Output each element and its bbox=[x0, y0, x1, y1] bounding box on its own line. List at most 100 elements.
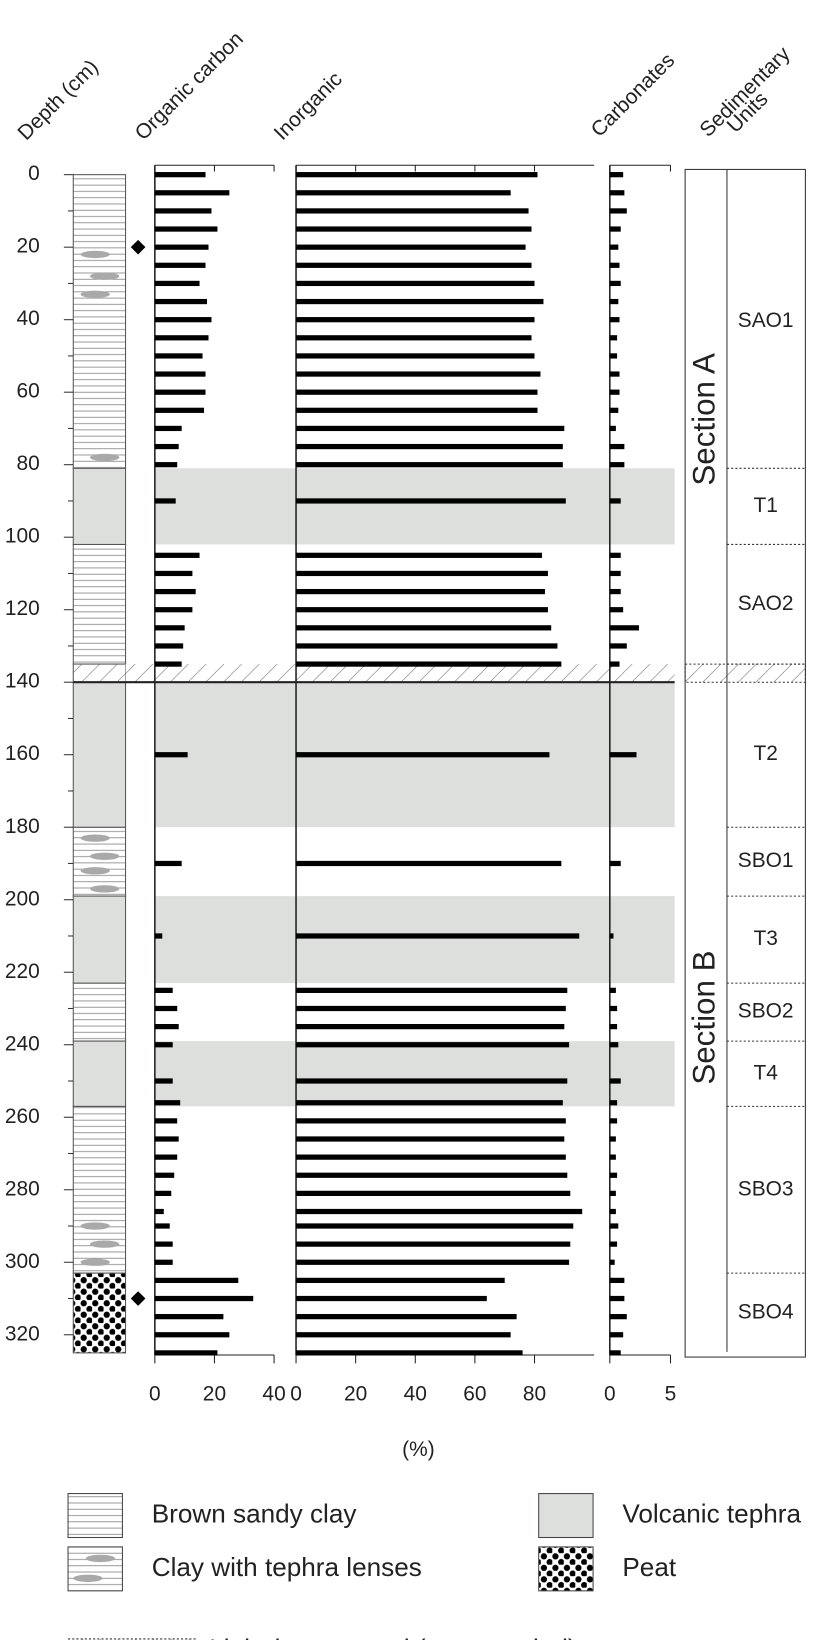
bar bbox=[609, 172, 624, 178]
bar bbox=[296, 1314, 517, 1320]
x-tick-label: 5 bbox=[665, 1382, 677, 1405]
bar bbox=[296, 588, 545, 595]
bar bbox=[609, 661, 620, 667]
bar bbox=[154, 1118, 178, 1124]
x-tick-label: 80 bbox=[523, 1382, 546, 1405]
bar bbox=[154, 1223, 170, 1229]
bar bbox=[296, 1241, 571, 1247]
bar bbox=[296, 462, 563, 468]
bar bbox=[609, 244, 619, 250]
bar bbox=[296, 1100, 563, 1106]
bar bbox=[154, 172, 206, 178]
unit-label: SBO4 bbox=[738, 1301, 794, 1324]
bar bbox=[154, 752, 188, 758]
bar bbox=[296, 353, 535, 359]
bar bbox=[609, 190, 625, 196]
bar bbox=[609, 462, 625, 468]
unit-label: SBO3 bbox=[738, 1177, 794, 1200]
bar bbox=[296, 371, 541, 377]
y-tick-label: 60 bbox=[17, 380, 40, 403]
bar bbox=[296, 625, 552, 631]
bar bbox=[609, 1078, 621, 1084]
bar bbox=[296, 933, 580, 939]
bar bbox=[609, 389, 620, 395]
bar bbox=[296, 172, 538, 178]
x-tick-label: 40 bbox=[404, 1382, 427, 1405]
bar bbox=[609, 588, 621, 595]
bar bbox=[609, 987, 616, 993]
bar bbox=[296, 1350, 523, 1356]
bar bbox=[296, 298, 544, 305]
bar bbox=[609, 1350, 621, 1356]
legend-swatch bbox=[538, 1493, 594, 1539]
bar bbox=[296, 1172, 568, 1178]
bar bbox=[296, 244, 526, 250]
bar bbox=[609, 1259, 615, 1265]
y-tick-label: 0 bbox=[28, 162, 40, 185]
log-interval bbox=[72, 543, 127, 665]
bar bbox=[154, 1259, 173, 1265]
x-tick-label: 40 bbox=[262, 1382, 285, 1405]
bar bbox=[154, 643, 184, 649]
bar bbox=[154, 1190, 172, 1196]
unit-label: T3 bbox=[753, 927, 777, 950]
bar bbox=[296, 1154, 566, 1160]
bar bbox=[154, 498, 176, 504]
x-tick-label: 60 bbox=[463, 1382, 486, 1405]
bar bbox=[154, 661, 182, 667]
tephra-lens bbox=[80, 1258, 110, 1266]
bar bbox=[296, 1208, 583, 1215]
log-interval bbox=[72, 681, 127, 828]
bar bbox=[154, 1350, 218, 1356]
bar bbox=[296, 425, 565, 432]
bar bbox=[609, 1154, 616, 1160]
bar bbox=[609, 1208, 616, 1215]
bar bbox=[296, 1295, 487, 1302]
legend-label: Clay with tephra lenses bbox=[152, 1552, 422, 1582]
bar bbox=[609, 1295, 625, 1302]
bar bbox=[296, 262, 532, 268]
bar bbox=[609, 1172, 618, 1178]
bar bbox=[296, 208, 529, 214]
x-tick-label: 0 bbox=[149, 1382, 161, 1405]
bar bbox=[296, 661, 562, 667]
legend-label: Brown sandy clay bbox=[152, 1498, 358, 1528]
tephra-lens bbox=[89, 272, 120, 280]
bar bbox=[154, 1024, 179, 1030]
bar bbox=[296, 280, 535, 287]
bar bbox=[609, 1024, 618, 1030]
y-tick-label: 160 bbox=[5, 742, 40, 765]
bar bbox=[154, 1314, 224, 1320]
bar bbox=[609, 208, 627, 214]
bar bbox=[609, 1277, 625, 1284]
bar bbox=[154, 425, 182, 432]
tephra-lens bbox=[80, 250, 110, 259]
bar bbox=[154, 208, 212, 214]
bar bbox=[154, 371, 206, 377]
legend-swatch bbox=[67, 1546, 123, 1592]
bar bbox=[609, 625, 639, 631]
bar bbox=[609, 1332, 624, 1338]
bar bbox=[609, 1100, 618, 1106]
panel-title: Carbonates bbox=[587, 49, 680, 142]
y-tick-label: 300 bbox=[5, 1250, 40, 1273]
bar bbox=[609, 1190, 616, 1196]
bar bbox=[296, 226, 532, 232]
bar bbox=[609, 262, 620, 268]
bar bbox=[296, 1277, 505, 1284]
bar bbox=[296, 1332, 511, 1338]
bar bbox=[296, 1223, 574, 1229]
y-tick-label: 260 bbox=[5, 1105, 40, 1128]
section-label: Section A bbox=[686, 353, 721, 486]
bar bbox=[154, 987, 173, 993]
tephra-lens bbox=[80, 290, 110, 298]
bar bbox=[154, 262, 206, 268]
log-interval bbox=[72, 1040, 127, 1107]
unit-label: T4 bbox=[753, 1061, 778, 1084]
bar bbox=[154, 280, 200, 287]
bar bbox=[154, 1154, 178, 1160]
bar bbox=[296, 1136, 565, 1142]
unit-label: T1 bbox=[753, 494, 777, 517]
tephra-band bbox=[154, 1041, 675, 1107]
